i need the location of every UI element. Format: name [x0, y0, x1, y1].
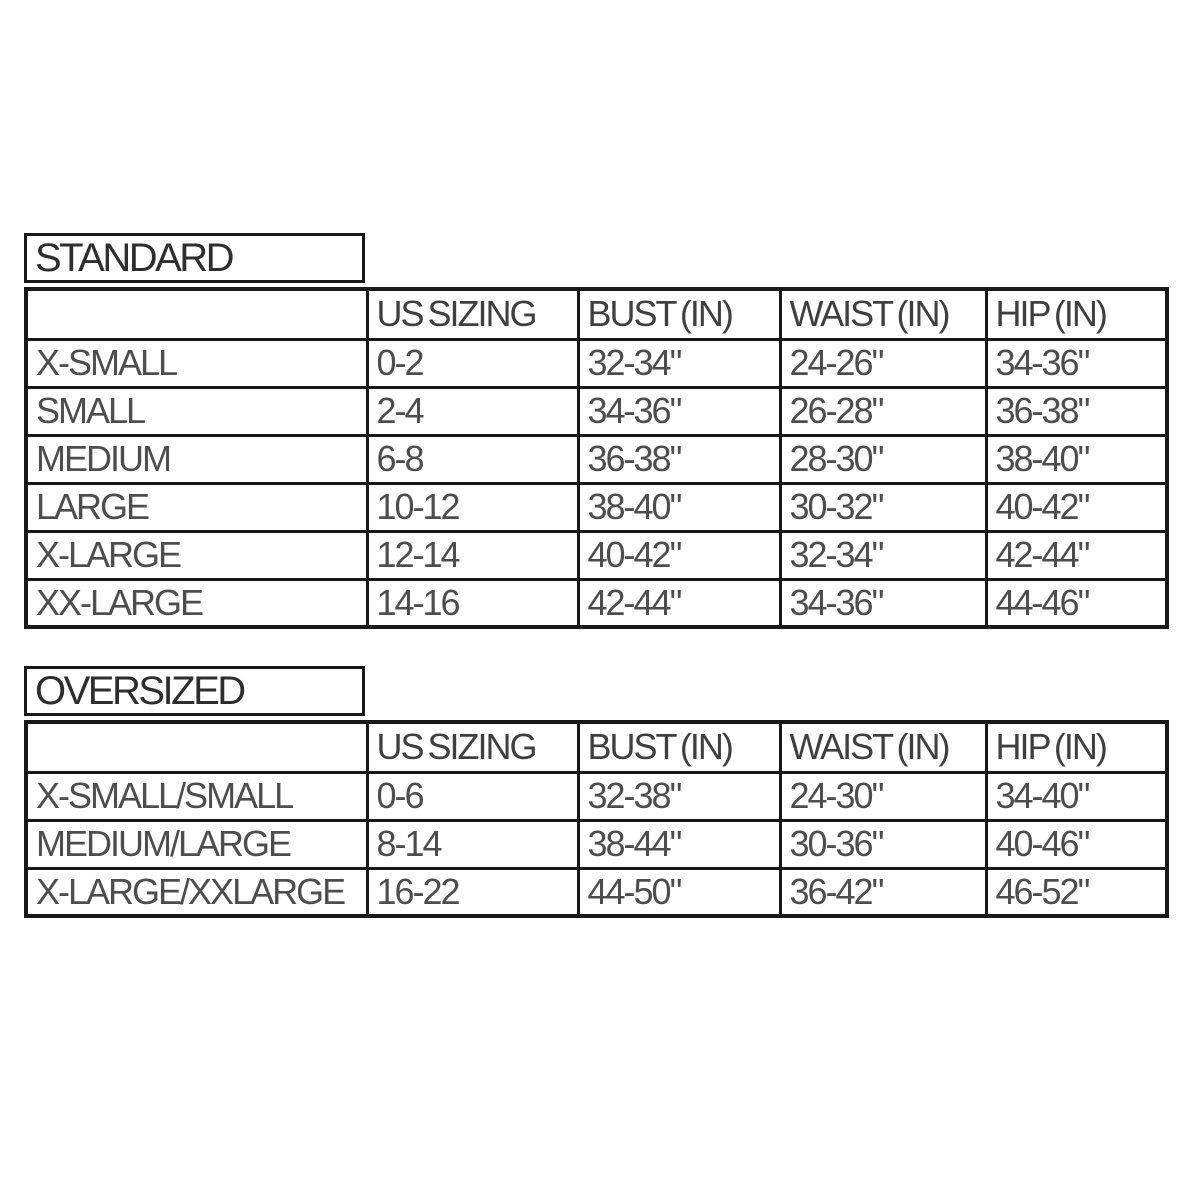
oversized-header-row: US SIZING BUST (IN) WAIST (IN) HIP (IN)	[24, 720, 1169, 774]
bust-cell: 34-36"	[576, 385, 782, 437]
row-label-cell: XX-LARGE	[24, 577, 369, 629]
table-row-small: SMALL 2-4 34-36" 26-28" 36-38"	[24, 385, 1169, 437]
waist-cell: 28-30"	[778, 433, 988, 485]
bust-cell: 38-44"	[576, 818, 782, 870]
bust-cell: 38-40"	[576, 481, 782, 533]
bust-cell: 32-34"	[576, 337, 782, 389]
row-label-cell: MEDIUM/LARGE	[24, 818, 369, 870]
column-header-bust: BUST (IN)	[576, 720, 782, 774]
waist-cell: 26-28"	[778, 385, 988, 437]
table-row-x-small: X-SMALL 0-2 32-34" 24-26" 34-36"	[24, 337, 1169, 389]
hip-cell: 38-40"	[984, 433, 1169, 485]
oversized-title: OVERSIZED	[35, 669, 246, 713]
column-header-us-sizing: US SIZING	[365, 287, 580, 341]
row-label-cell: X-SMALL/SMALL	[24, 770, 369, 822]
waist-cell: 24-30"	[778, 770, 988, 822]
column-header-waist: WAIST (IN)	[778, 287, 988, 341]
standard-title: STANDARD	[35, 236, 235, 280]
us-sizing-cell: 2-4	[365, 385, 580, 437]
us-sizing-cell: 8-14	[365, 818, 580, 870]
us-sizing-cell: 6-8	[365, 433, 580, 485]
column-header-hip: HIP (IN)	[984, 287, 1169, 341]
column-header-hip: HIP (IN)	[984, 720, 1169, 774]
us-sizing-cell: 16-22	[365, 866, 580, 918]
hip-cell: 34-40"	[984, 770, 1169, 822]
waist-cell: 34-36"	[778, 577, 988, 629]
bust-cell: 40-42"	[576, 529, 782, 581]
standard-size-section: STANDARD US SIZING BUST (IN) WAIST (IN) …	[24, 233, 1169, 629]
hip-cell: 40-46"	[984, 818, 1169, 870]
us-sizing-cell: 10-12	[365, 481, 580, 533]
row-label-cell: SMALL	[24, 385, 369, 437]
column-header-bust: BUST (IN)	[576, 287, 782, 341]
row-label-cell: LARGE	[24, 481, 369, 533]
table-row-xlarge-xxlarge: X-LARGE/XXLARGE 16-22 44-50" 36-42" 46-5…	[24, 866, 1169, 918]
corner-cell	[24, 720, 369, 774]
table-row-xx-large: XX-LARGE 14-16 42-44" 34-36" 44-46"	[24, 577, 1169, 629]
oversized-size-section: OVERSIZED US SIZING BUST (IN) WAIST (IN)…	[24, 666, 1169, 918]
standard-title-box: STANDARD	[24, 233, 365, 283]
oversized-title-box: OVERSIZED	[24, 666, 365, 716]
us-sizing-cell: 12-14	[365, 529, 580, 581]
waist-cell: 30-36"	[778, 818, 988, 870]
row-label-cell: X-LARGE	[24, 529, 369, 581]
oversized-size-table: US SIZING BUST (IN) WAIST (IN) HIP (IN) …	[24, 720, 1169, 918]
column-header-waist: WAIST (IN)	[778, 720, 988, 774]
hip-cell: 44-46"	[984, 577, 1169, 629]
bust-cell: 44-50"	[576, 866, 782, 918]
table-row-medium-large: MEDIUM/LARGE 8-14 38-44" 30-36" 40-46"	[24, 818, 1169, 870]
standard-size-table: US SIZING BUST (IN) WAIST (IN) HIP (IN) …	[24, 287, 1169, 629]
row-label-cell: X-SMALL	[24, 337, 369, 389]
column-header-us-sizing: US SIZING	[365, 720, 580, 774]
us-sizing-cell: 14-16	[365, 577, 580, 629]
corner-cell	[24, 287, 369, 341]
row-label-cell: X-LARGE/XXLARGE	[24, 866, 369, 918]
hip-cell: 40-42"	[984, 481, 1169, 533]
table-row-medium: MEDIUM 6-8 36-38" 28-30" 38-40"	[24, 433, 1169, 485]
bust-cell: 36-38"	[576, 433, 782, 485]
us-sizing-cell: 0-2	[365, 337, 580, 389]
hip-cell: 42-44"	[984, 529, 1169, 581]
table-row-x-large: X-LARGE 12-14 40-42" 32-34" 42-44"	[24, 529, 1169, 581]
standard-header-row: US SIZING BUST (IN) WAIST (IN) HIP (IN)	[24, 287, 1169, 341]
table-row-large: LARGE 10-12 38-40" 30-32" 40-42"	[24, 481, 1169, 533]
waist-cell: 30-32"	[778, 481, 988, 533]
waist-cell: 36-42"	[778, 866, 988, 918]
us-sizing-cell: 0-6	[365, 770, 580, 822]
hip-cell: 46-52"	[984, 866, 1169, 918]
table-row-xsmall-small: X-SMALL/SMALL 0-6 32-38" 24-30" 34-40"	[24, 770, 1169, 822]
hip-cell: 36-38"	[984, 385, 1169, 437]
waist-cell: 24-26"	[778, 337, 988, 389]
hip-cell: 34-36"	[984, 337, 1169, 389]
bust-cell: 32-38"	[576, 770, 782, 822]
row-label-cell: MEDIUM	[24, 433, 369, 485]
bust-cell: 42-44"	[576, 577, 782, 629]
waist-cell: 32-34"	[778, 529, 988, 581]
